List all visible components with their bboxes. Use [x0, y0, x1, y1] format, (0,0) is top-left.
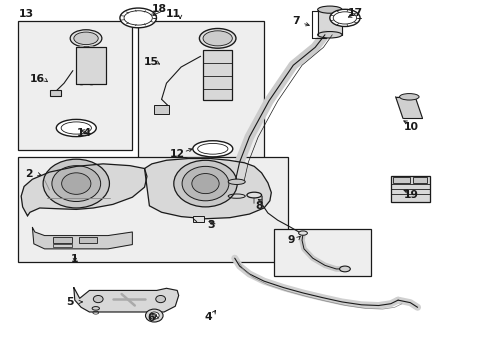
Circle shape — [173, 160, 237, 207]
Bar — [76, 46, 105, 84]
Bar — [53, 237, 72, 243]
Bar — [18, 22, 132, 149]
Ellipse shape — [92, 307, 99, 310]
Circle shape — [93, 296, 103, 303]
Bar — [18, 157, 288, 262]
Polygon shape — [74, 288, 178, 312]
Text: 14: 14 — [77, 128, 92, 138]
Polygon shape — [317, 10, 341, 35]
Circle shape — [182, 166, 228, 201]
Text: 11: 11 — [166, 9, 181, 19]
Polygon shape — [395, 97, 422, 118]
Text: 2: 2 — [24, 169, 32, 179]
Ellipse shape — [120, 8, 156, 28]
Ellipse shape — [246, 192, 261, 198]
Ellipse shape — [70, 30, 102, 47]
Text: 18: 18 — [151, 4, 166, 14]
Circle shape — [43, 159, 109, 208]
Text: 13: 13 — [19, 9, 34, 19]
Text: 7: 7 — [291, 17, 299, 27]
Polygon shape — [32, 227, 132, 249]
Ellipse shape — [399, 94, 418, 100]
Text: 15: 15 — [143, 57, 158, 67]
Ellipse shape — [203, 31, 232, 46]
Bar — [273, 229, 370, 276]
Text: 12: 12 — [169, 149, 184, 159]
Text: 16: 16 — [30, 74, 45, 84]
Polygon shape — [144, 158, 271, 219]
Circle shape — [149, 312, 159, 319]
Circle shape — [156, 296, 165, 303]
Polygon shape — [21, 164, 147, 216]
Ellipse shape — [192, 141, 232, 157]
Polygon shape — [390, 176, 429, 202]
Text: 8: 8 — [255, 201, 263, 211]
Text: 10: 10 — [403, 122, 418, 132]
Ellipse shape — [74, 32, 98, 45]
Text: 9: 9 — [287, 235, 294, 245]
Polygon shape — [226, 182, 246, 196]
Circle shape — [191, 174, 219, 194]
Bar — [154, 105, 168, 114]
Text: 1: 1 — [71, 254, 79, 264]
Text: 6: 6 — [147, 314, 154, 323]
Circle shape — [145, 309, 163, 322]
Bar — [390, 176, 429, 202]
Bar — [138, 22, 264, 161]
Bar — [392, 177, 409, 183]
Circle shape — [152, 314, 157, 318]
Ellipse shape — [317, 32, 341, 38]
Ellipse shape — [298, 231, 307, 235]
Bar — [76, 46, 105, 84]
Bar — [412, 177, 427, 183]
Bar — [50, 90, 61, 96]
Circle shape — [52, 166, 101, 202]
Text: 19: 19 — [403, 190, 418, 200]
Bar — [79, 237, 97, 243]
Text: 5: 5 — [66, 297, 74, 307]
Ellipse shape — [329, 9, 359, 27]
Ellipse shape — [199, 28, 236, 48]
Circle shape — [61, 173, 91, 194]
Text: 17: 17 — [347, 8, 363, 18]
Ellipse shape — [339, 266, 349, 272]
Bar — [203, 50, 232, 100]
Text: 4: 4 — [203, 312, 211, 322]
Bar — [53, 244, 72, 247]
Text: 3: 3 — [207, 220, 215, 230]
Ellipse shape — [56, 120, 96, 136]
Ellipse shape — [317, 6, 341, 13]
Bar — [193, 216, 203, 222]
Ellipse shape — [228, 179, 244, 184]
